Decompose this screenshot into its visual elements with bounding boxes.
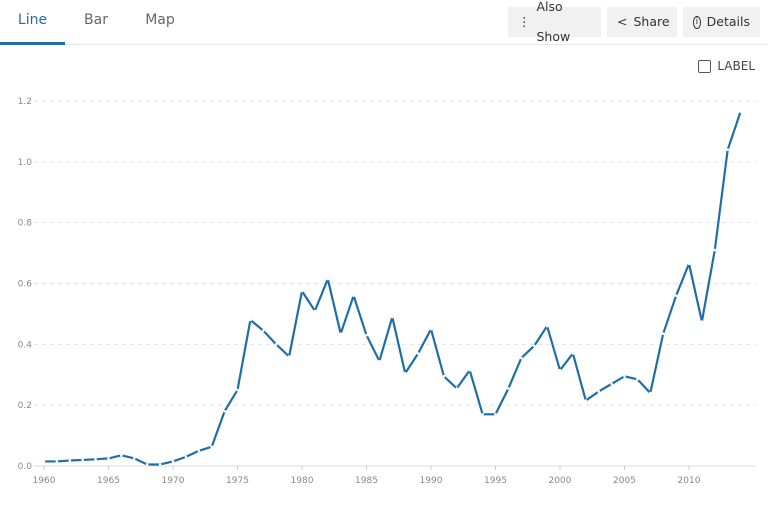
- data-point: [391, 315, 394, 319]
- data-point: [571, 352, 575, 355]
- data-point: [507, 387, 510, 390]
- x-tick-label: 2010: [678, 476, 701, 486]
- label-toggle-text: LABEL: [717, 59, 755, 73]
- x-tick-label: 2005: [613, 476, 636, 486]
- data-point: [94, 458, 97, 461]
- data-point: [223, 409, 226, 413]
- x-tick-label: 2000: [549, 476, 572, 486]
- data-point: [520, 356, 523, 360]
- data-point: [339, 332, 343, 335]
- data-point: [455, 387, 459, 390]
- y-tick-label: 0.4: [18, 340, 33, 350]
- data-point: [481, 412, 484, 416]
- data-point: [416, 352, 420, 355]
- data-point: [287, 355, 291, 358]
- data-point: [68, 459, 72, 462]
- data-point: [739, 110, 742, 113]
- x-tick-label: 1970: [162, 476, 185, 486]
- data-point: [249, 318, 252, 322]
- y-tick-label: 1.2: [18, 97, 32, 107]
- data-point: [184, 455, 188, 459]
- data-point: [442, 374, 446, 378]
- data-point: [610, 382, 613, 386]
- data-point: [107, 457, 110, 460]
- label-toggle[interactable]: LABEL: [698, 59, 755, 73]
- data-point: [262, 329, 265, 332]
- data-point: [55, 460, 59, 463]
- y-tick-label: 0.0: [18, 462, 33, 472]
- data-point: [726, 148, 729, 151]
- data-point: [623, 374, 626, 378]
- data-point: [326, 277, 330, 281]
- y-tick-label: 0.6: [18, 280, 33, 290]
- info-icon: i: [693, 15, 701, 29]
- data-point: [81, 458, 84, 462]
- data-point: [597, 390, 600, 393]
- data-point: [687, 262, 691, 266]
- share-label: Share: [633, 14, 670, 29]
- data-point: [700, 320, 704, 323]
- details-button[interactable]: i Details: [683, 7, 760, 37]
- also-show-button[interactable]: ⋮ Also Show: [508, 0, 601, 44]
- x-tick-label: 1965: [97, 476, 120, 486]
- also-show-label: Also Show: [536, 0, 571, 44]
- data-point: [365, 333, 368, 337]
- data-point: [713, 248, 717, 252]
- data-point: [674, 294, 678, 297]
- data-point: [636, 378, 639, 381]
- tab-bar[interactable]: Bar: [84, 12, 108, 28]
- data-point: [236, 388, 239, 392]
- x-tick-label: 1985: [355, 476, 378, 486]
- data-point: [558, 368, 562, 372]
- x-tick-label: 1995: [484, 476, 507, 486]
- data-point: [494, 412, 497, 416]
- data-point: [378, 359, 381, 363]
- share-button[interactable]: < Share: [607, 7, 677, 37]
- data-point: [545, 324, 549, 328]
- data-point: [274, 343, 278, 346]
- x-tick-label: 1990: [420, 476, 443, 486]
- y-tick-label: 1.0: [18, 158, 33, 168]
- data-point: [145, 463, 149, 466]
- y-tick-label: 0.8: [18, 219, 33, 229]
- data-point: [661, 332, 665, 335]
- more-vertical-icon: ⋮: [518, 14, 531, 29]
- data-point: [300, 289, 304, 293]
- data-point: [468, 368, 472, 372]
- share-icon: <: [617, 14, 628, 29]
- data-point: [403, 371, 407, 375]
- data-point: [42, 460, 46, 463]
- data-point: [649, 391, 652, 395]
- data-point: [584, 399, 588, 402]
- data-point: [133, 457, 136, 460]
- tab-line[interactable]: Line: [0, 0, 65, 45]
- data-point: [352, 294, 355, 297]
- chart-tabs: Line Bar Map: [0, 0, 768, 45]
- data-point: [210, 445, 213, 449]
- x-tick-label: 1960: [33, 476, 56, 486]
- tab-map[interactable]: Map: [145, 12, 175, 28]
- data-point: [532, 344, 536, 348]
- data-point: [429, 327, 433, 331]
- data-point: [120, 454, 123, 457]
- series-line: [44, 111, 742, 466]
- data-point: [158, 463, 162, 466]
- data-point: [171, 460, 175, 463]
- label-checkbox[interactable]: [698, 59, 712, 73]
- data-point: [197, 449, 201, 453]
- x-tick-label: 1975: [226, 476, 249, 486]
- y-tick-label: 0.2: [18, 401, 32, 411]
- data-point: [313, 309, 317, 313]
- x-tick-label: 1980: [291, 476, 314, 486]
- details-label: Details: [706, 14, 750, 29]
